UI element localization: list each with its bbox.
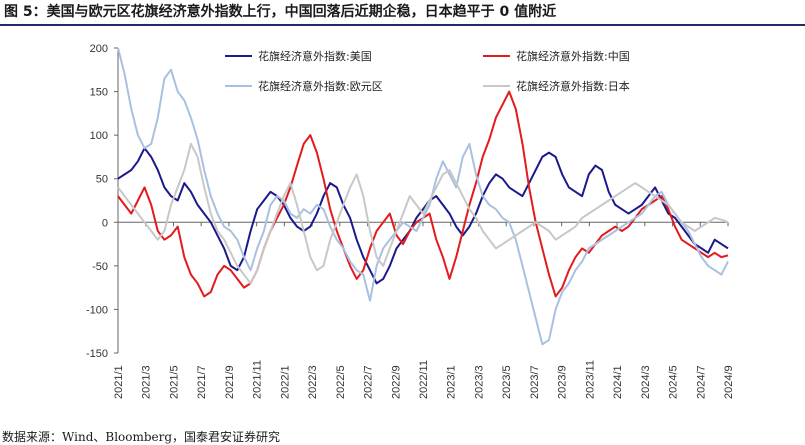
legend-label-china: 花旗经济意外指数:中国 — [516, 49, 630, 63]
x-tick-label: 2022/9 — [390, 365, 402, 399]
series-line-japan — [117, 142, 729, 285]
x-tick-label: 2024/9 — [723, 365, 735, 399]
legend-label-japan: 花旗经济意外指数:日本 — [516, 79, 630, 93]
y-tick-label: 50 — [96, 174, 108, 186]
series-layer — [117, 47, 729, 346]
x-axis: 2021/1 2021/3 2021/5 2021/7 2021/9 2021/11 202… — [113, 221, 735, 399]
x-tick-label: 2022/7 — [363, 365, 375, 399]
x-tick-label: 2021/3 — [141, 365, 153, 399]
x-tick-label: 2024/7 — [695, 365, 707, 399]
x-tick-label: 2022/3 — [307, 365, 319, 399]
series-line-us — [117, 147, 729, 285]
x-tick-label: 2021/1 — [113, 365, 125, 399]
data-source: 数据来源：Wind、Bloomberg，国泰君安证券研究 — [2, 430, 281, 444]
x-tick-label: 2022/1 — [279, 365, 291, 399]
legend-label-euro: 花旗经济意外指数:欧元区 — [258, 79, 383, 93]
x-tick-label: 2024/5 — [668, 365, 680, 399]
y-tick-label: 100 — [90, 130, 108, 142]
x-tick-label: 2023/5 — [501, 365, 513, 399]
title-divider — [0, 24, 805, 26]
y-tick-label: 0 — [102, 217, 108, 229]
x-tick-label: 2021/11 — [252, 360, 264, 399]
x-tick-label: 2023/3 — [473, 365, 485, 399]
legend-label-us: 花旗经济意外指数:美国 — [258, 49, 372, 63]
x-tick-label: 2021/5 — [168, 365, 180, 399]
x-tick-label: 2024/3 — [640, 365, 652, 399]
x-tick-label: 2023/11 — [584, 360, 596, 399]
chart-title: 图 5：美国与欧元区花旗经济意外指数上行，中国回落后近期企稳，日本趋平于 0 值… — [4, 4, 557, 20]
x-tick-label: 2021/7 — [196, 365, 208, 399]
y-tick-label: -50 — [92, 261, 108, 273]
y-tick-label: 150 — [90, 87, 108, 99]
y-tick-label: -100 — [86, 304, 108, 316]
x-tick-label: 2023/7 — [529, 365, 541, 399]
x-tick-label: 2022/5 — [335, 365, 347, 399]
y-axis: -150 -100 -50 0 50 100 150 200 — [86, 43, 119, 360]
y-tick-label: -150 — [86, 348, 108, 360]
x-tick-label: 2023/9 — [557, 365, 569, 399]
x-tick-label: 2022/11 — [418, 360, 430, 399]
y-tick-label: 200 — [90, 43, 108, 55]
series-line-euro — [117, 47, 729, 346]
x-tick-label: 2024/1 — [612, 365, 624, 399]
x-tick-label: 2023/1 — [446, 365, 458, 399]
x-tick-label: 2021/9 — [224, 365, 236, 399]
